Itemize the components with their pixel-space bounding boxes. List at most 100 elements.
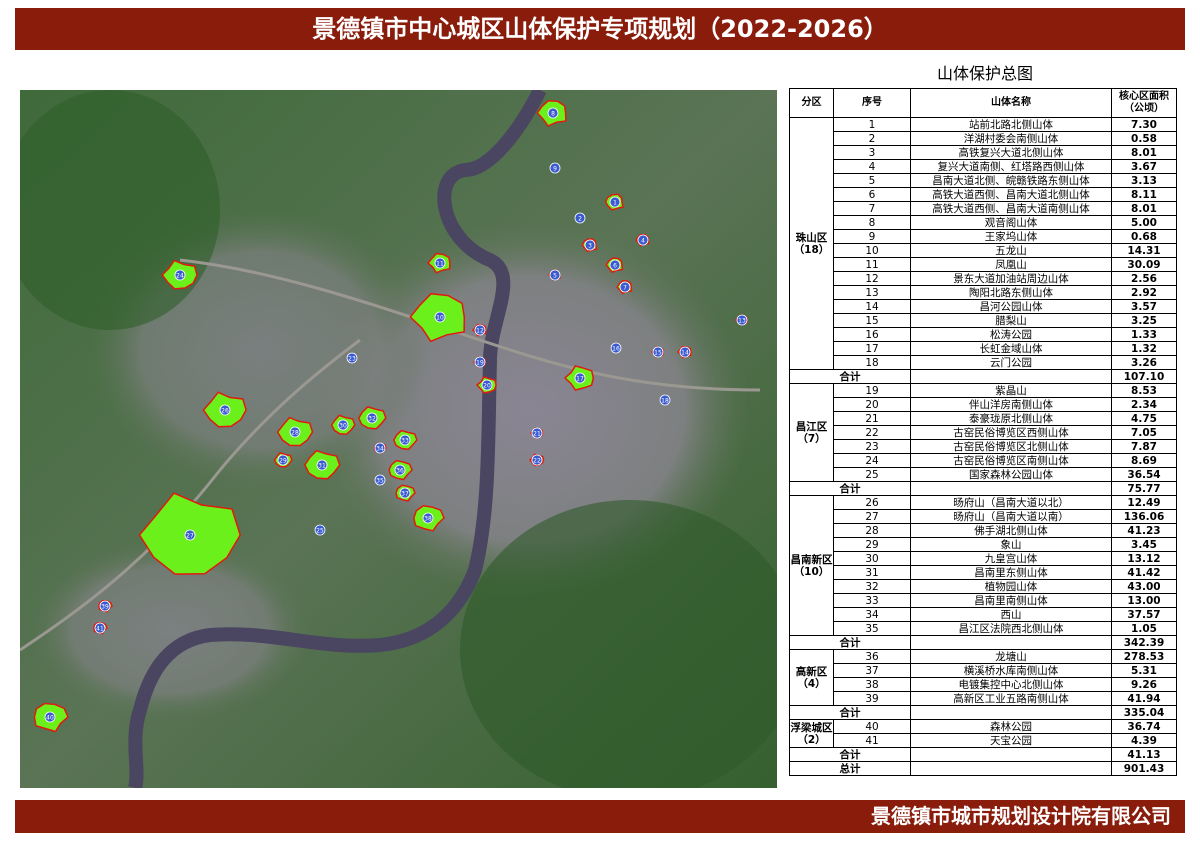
- row-number: 22: [833, 425, 911, 440]
- row-number: 11: [833, 257, 911, 272]
- hill-marker: [619, 281, 631, 293]
- hill-marker-label: 17: [576, 376, 584, 383]
- hill-marker-label: 30: [339, 423, 347, 430]
- hill-marker-label: 2: [578, 216, 582, 223]
- hill-marker-label: 19: [476, 360, 484, 367]
- row-number: 30: [833, 551, 911, 566]
- row-number: 35: [833, 621, 911, 636]
- hill-marker-label: 29: [279, 458, 287, 465]
- row-number: 15: [833, 313, 911, 328]
- hill-marker: [736, 314, 748, 326]
- row-number: 27: [833, 509, 911, 524]
- hill-name: 长虹金域山体: [910, 341, 1112, 356]
- column-header: 山体名称: [910, 88, 1112, 118]
- subtotal-label: 合计: [789, 635, 911, 650]
- hill-marker-label: 33: [401, 438, 409, 445]
- row-number: 13: [833, 285, 911, 300]
- subtotal-label: 合计: [789, 705, 911, 720]
- hill-marker-label: 40: [46, 715, 54, 722]
- hill-name: 泰豪珑原北侧山体: [910, 411, 1112, 426]
- hill-area: 2.92: [1111, 285, 1177, 300]
- hill-name: 五龙山: [910, 243, 1112, 258]
- hill-name: 天宝公园: [910, 733, 1112, 748]
- row-number: 41: [833, 733, 911, 748]
- hill-area: 8.53: [1111, 383, 1177, 398]
- hill-area: 8.01: [1111, 201, 1177, 216]
- hill-marker-label: 14: [681, 350, 689, 357]
- district-name: 浮梁城区: [790, 721, 833, 734]
- road: [20, 338, 361, 652]
- column-header: 分区: [789, 88, 834, 118]
- blank-cell: [910, 747, 1112, 762]
- row-number: 7: [833, 201, 911, 216]
- hill-marker-label: 5: [553, 273, 557, 280]
- hill-marker-label: 9: [553, 166, 557, 173]
- hill-marker: [422, 512, 434, 524]
- hill-area: 41.42: [1111, 565, 1177, 580]
- row-number: 24: [833, 453, 911, 468]
- blank-cell: [910, 635, 1112, 650]
- subtotal-value: 335.04: [1111, 705, 1177, 720]
- hill-area: 12.49: [1111, 495, 1177, 510]
- district-name: 高新区: [795, 665, 828, 678]
- hill-name: 昌南里东侧山体: [910, 565, 1112, 580]
- hill-name: 佛手湖北侧山体: [910, 523, 1112, 538]
- subtotal-value: 342.39: [1111, 635, 1177, 650]
- hill-area: 3.25: [1111, 313, 1177, 328]
- row-number: 10: [833, 243, 911, 258]
- district-name: 昌江区: [795, 420, 828, 433]
- hill-marker-label: 31: [318, 463, 326, 470]
- hill-marker: [574, 372, 586, 384]
- hill-marker: [659, 394, 671, 406]
- district-count: （18）: [793, 243, 830, 256]
- hill-marker-label: 41: [96, 626, 104, 633]
- hill-area: 3.45: [1111, 537, 1177, 552]
- row-number: 29: [833, 537, 911, 552]
- hill-marker-label: 25: [316, 528, 324, 535]
- hill-marker: [374, 442, 386, 454]
- hill-name: 复兴大道南侧、红塔路西侧山体: [910, 159, 1112, 174]
- footer: 景德镇市城市规划设计院有限公司: [15, 800, 1185, 833]
- hill-marker: [44, 711, 56, 723]
- district-cell: 昌江区 （7）: [789, 383, 834, 482]
- hill-marker: [481, 379, 493, 391]
- forest: [460, 500, 777, 788]
- row-number: 6: [833, 187, 911, 202]
- hill-name: 昌河公园山体: [910, 299, 1112, 314]
- map-title: 山体保护总图: [936, 64, 1033, 83]
- hill-marker: [610, 342, 622, 354]
- hill-marker-label: 1: [613, 200, 617, 207]
- hill-marker-label: 32: [368, 416, 376, 423]
- hill-area: 7.87: [1111, 439, 1177, 454]
- hill-area: 136.06: [1111, 509, 1177, 524]
- hill-marker: [174, 269, 186, 281]
- row-number: 28: [833, 523, 911, 538]
- hill-area: 5.00: [1111, 215, 1177, 230]
- hill-name: 昌南里南侧山体: [910, 593, 1112, 608]
- hill-name: 观音阁山体: [910, 215, 1112, 230]
- hill-name: 植物园山体: [910, 579, 1112, 594]
- hill-marker: [547, 107, 559, 119]
- hill-area: 1.32: [1111, 341, 1177, 356]
- hill-name: 高铁复兴大道北侧山体: [910, 145, 1112, 160]
- column-header-line: （公顷）: [1124, 103, 1164, 114]
- hill-marker: [99, 600, 111, 612]
- hill-marker: [184, 529, 196, 541]
- hill-area: 4.75: [1111, 411, 1177, 426]
- hill-marker-label: 39: [101, 604, 109, 611]
- hill-area: 4.39: [1111, 733, 1177, 748]
- hill-marker: [531, 427, 543, 439]
- hill-area: 41.23: [1111, 523, 1177, 538]
- hill-marker-label: 8: [551, 111, 555, 118]
- blank-cell: [910, 481, 1112, 496]
- hill-area: 0.68: [1111, 229, 1177, 244]
- hill-marker: [314, 524, 326, 536]
- district-count: （4）: [797, 677, 826, 690]
- hill-marker: [289, 426, 301, 438]
- hill-marker: [474, 324, 486, 336]
- hill-marker: [399, 487, 411, 499]
- hill-area: 9.26: [1111, 677, 1177, 692]
- hill-area: 3.67: [1111, 159, 1177, 174]
- hill-marker-label: 38: [424, 516, 432, 523]
